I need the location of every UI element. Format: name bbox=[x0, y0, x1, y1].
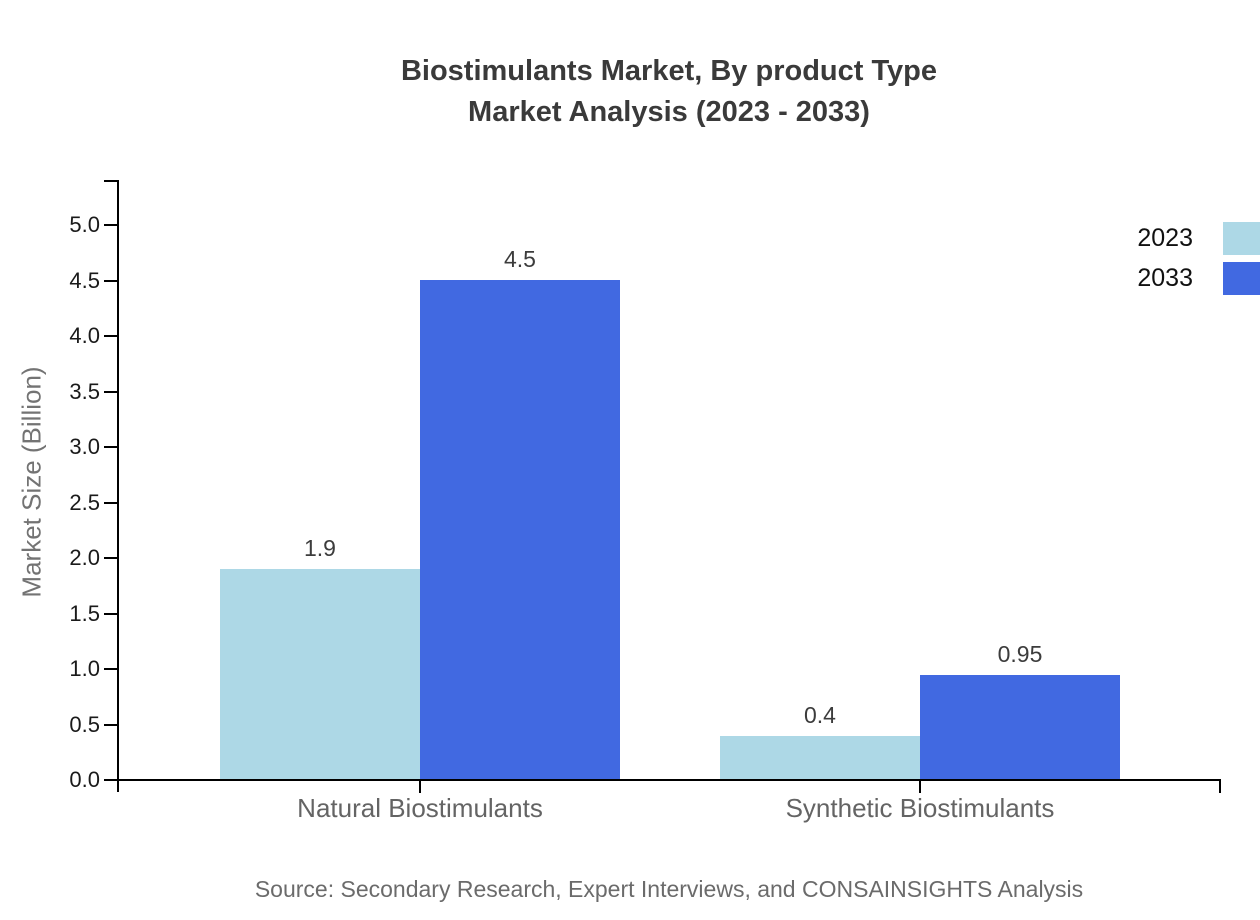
y-tick-mark-2.0 bbox=[104, 557, 118, 559]
legend-item-2033: 2033 bbox=[1137, 258, 1260, 298]
chart-title-line-2: Market Analysis (2023 - 2033) bbox=[468, 96, 870, 128]
y-tick-label-5.0: 5.0 bbox=[69, 212, 100, 237]
y-tick-mark-4.5 bbox=[104, 279, 118, 282]
x-axis-spine bbox=[104, 779, 1221, 781]
source-caption: Source: Secondary Research, Expert Inter… bbox=[254, 876, 1084, 902]
bar-value-2033-synthetic-biostimulants: 0.95 bbox=[997, 641, 1043, 667]
bar-value-2023-natural-biostimulants: 1.9 bbox=[304, 535, 336, 561]
y-tick-mark-0.0 bbox=[104, 779, 118, 781]
chart-title-line-1: Biostimulants Market, By product Type bbox=[400, 55, 938, 87]
y-tick-label-1.0: 1.0 bbox=[69, 656, 100, 681]
y-tick-label-2.5: 2.5 bbox=[69, 489, 100, 515]
bar-2033-natural-biostimulants bbox=[420, 280, 620, 780]
y-tick-mark-3.0 bbox=[104, 446, 118, 448]
y-tick-mark-1.5 bbox=[104, 612, 118, 615]
y-tick-mark-5.0 bbox=[104, 224, 118, 226]
bar-value-2033-natural-biostimulants: 4.5 bbox=[504, 246, 536, 272]
y-tick-label-0.5: 0.5 bbox=[69, 711, 100, 737]
x-axis-right-cap bbox=[1219, 779, 1221, 793]
chart-legend: 2023 2033 bbox=[1137, 218, 1260, 298]
legend-item-2023: 2023 bbox=[1137, 218, 1260, 258]
legend-swatch-2033 bbox=[1223, 261, 1260, 295]
y-tick-mark-0.5 bbox=[104, 723, 118, 726]
bar-2023-natural-biostimulants bbox=[220, 569, 420, 780]
legend-swatch-2023 bbox=[1223, 221, 1260, 255]
x-tick-mark-synthetic-biostimulants bbox=[919, 780, 921, 793]
x-category-label-synthetic-biostimulants: Synthetic Biostimulants bbox=[785, 793, 1055, 823]
x-category-label-natural-biostimulants: Natural Biostimulants bbox=[297, 793, 543, 823]
legend-label-2023: 2023 bbox=[1137, 224, 1193, 252]
x-tick-mark-natural-biostimulants bbox=[419, 780, 421, 793]
y-tick-label-0.0: 0.0 bbox=[69, 767, 100, 792]
y-tick-mark-3.5 bbox=[104, 390, 118, 393]
y-tick-label-3.5: 3.5 bbox=[69, 378, 100, 404]
bar-value-2023-synthetic-biostimulants: 0.4 bbox=[804, 702, 836, 728]
y-tick-label-3.0: 3.0 bbox=[69, 434, 100, 459]
bar-2033-synthetic-biostimulants bbox=[920, 675, 1120, 780]
y-tick-mark-2.5 bbox=[104, 501, 118, 504]
y-tick-label-1.5: 1.5 bbox=[69, 600, 100, 626]
y-tick-label-4.0: 4.0 bbox=[69, 323, 100, 348]
y-tick-label-4.5: 4.5 bbox=[69, 267, 100, 293]
y-tick-label-2.0: 2.0 bbox=[69, 545, 100, 570]
y-axis-top-cap bbox=[104, 180, 119, 182]
y-tick-mark-1.0 bbox=[104, 668, 118, 670]
y-tick-mark-4.0 bbox=[104, 335, 118, 337]
y-axis-spine bbox=[117, 181, 119, 792]
legend-label-2033: 2033 bbox=[1137, 264, 1193, 292]
chart-title: Biostimulants Market, By product Type Ma… bbox=[78, 51, 1260, 133]
bar-2023-synthetic-biostimulants bbox=[720, 736, 920, 780]
